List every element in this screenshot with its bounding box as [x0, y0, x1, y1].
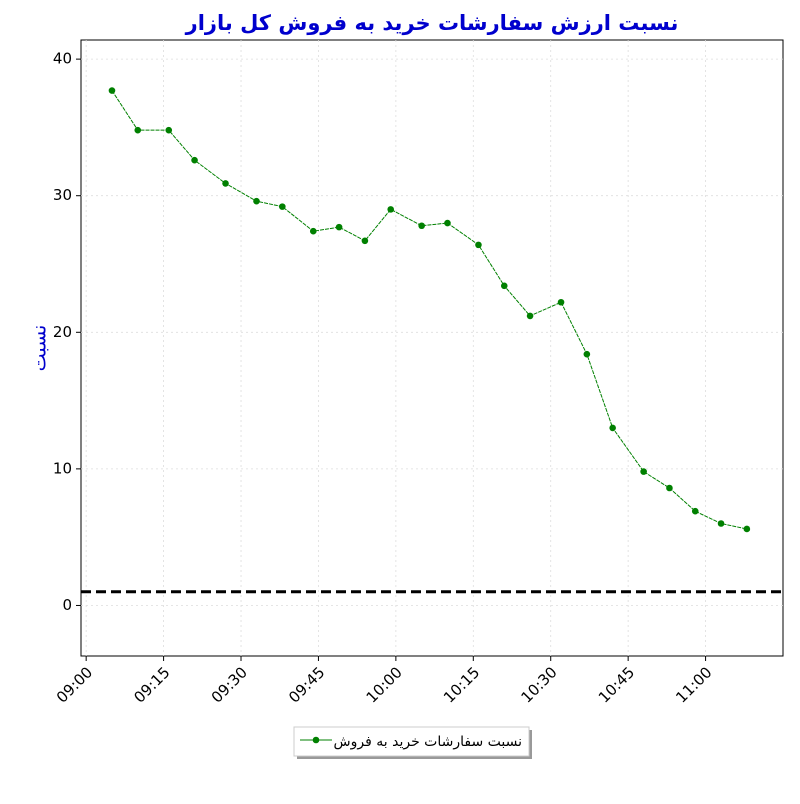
legend-marker: [312, 736, 320, 744]
x-tick-label: 10:30: [517, 663, 560, 706]
data-point: [387, 206, 395, 213]
y-axis-label: نسبت: [29, 325, 51, 372]
data-point: [191, 156, 198, 164]
x-tick-label: 09:00: [53, 663, 96, 706]
data-point: [253, 197, 260, 205]
data-point: [444, 219, 451, 227]
x-tick-label: 11:00: [672, 663, 715, 706]
data-point: [640, 468, 647, 475]
data-point: [222, 180, 229, 187]
data-point: [500, 282, 508, 290]
plot-frame: [80, 39, 784, 657]
series-line: [111, 90, 747, 530]
y-tick-label: 10: [53, 459, 72, 477]
data-point: [526, 312, 534, 320]
x-tick-label: 10:00: [363, 663, 406, 706]
data-point: [309, 227, 317, 235]
data-point: [165, 126, 173, 134]
x-tick-label: 10:45: [595, 663, 638, 706]
chart-title: نسبت ارزش سفارشات خرید به فروش کل بازار: [185, 11, 679, 35]
x-tick-label: 10:15: [440, 663, 483, 706]
y-tick-label: 30: [53, 186, 72, 204]
data-point: [361, 237, 369, 245]
x-tick-label: 09:45: [285, 663, 328, 706]
data-point: [743, 525, 751, 533]
data-point: [557, 298, 565, 306]
data-point: [335, 223, 343, 231]
data-point: [583, 350, 591, 358]
data-point: [666, 484, 673, 492]
legend-box: [293, 726, 530, 757]
data-point: [717, 520, 725, 527]
x-tick-label: 09:30: [208, 663, 251, 706]
y-tick-label: 20: [53, 323, 72, 341]
data-point: [475, 241, 482, 249]
x-tick-label: 09:15: [130, 663, 173, 706]
data-point: [609, 424, 616, 432]
y-tick-label: 40: [53, 50, 72, 68]
data-point: [108, 87, 116, 94]
y-tick-label: 0: [62, 596, 72, 614]
data-point: [691, 507, 699, 515]
legend-label: نسبت سفارشات خرید به فروش: [334, 734, 522, 750]
data-point: [418, 222, 425, 230]
data-point: [134, 126, 142, 134]
data-point: [279, 203, 286, 210]
